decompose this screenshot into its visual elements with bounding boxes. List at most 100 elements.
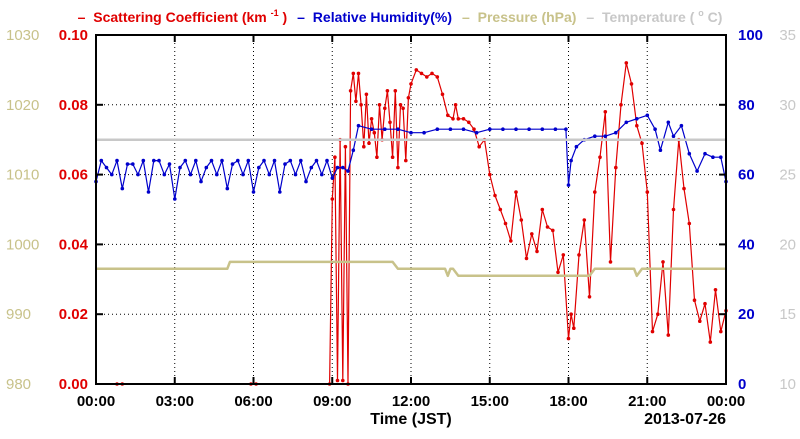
data-point-scattering-coefficient [401, 106, 405, 111]
data-point-relative-humidity [369, 127, 374, 131]
data-point-relative-humidity [325, 158, 329, 163]
data-point-scattering-coefficient [348, 89, 353, 93]
data-point-scattering-coefficient [645, 190, 650, 194]
data-point-scattering-coefficient [687, 221, 692, 226]
legend-label-pressure: Pressure (hPa) [478, 9, 577, 25]
data-point-scattering-coefficient [572, 326, 576, 331]
data-point-relative-humidity [215, 172, 219, 177]
data-point-relative-humidity [501, 127, 505, 131]
data-point-scattering-coefficient [509, 239, 513, 243]
data-point-relative-humidity [162, 172, 167, 177]
data-point-relative-humidity [304, 179, 308, 184]
data-point-scattering-coefficient [629, 82, 634, 86]
data-point-scattering-coefficient [390, 155, 395, 159]
data-point-relative-humidity [236, 158, 240, 163]
pressure-axis-tick-label: 1030 [6, 27, 39, 44]
x-tick-label: 00:00 [77, 393, 115, 410]
x-tick-label: 03:00 [156, 393, 194, 410]
data-point-scattering-coefficient [719, 329, 723, 334]
temperature-axis-tick-label: 35 [779, 27, 796, 44]
data-point-relative-humidity [104, 165, 109, 170]
data-point-relative-humidity [553, 127, 558, 131]
data-point-scattering-coefficient [398, 103, 403, 107]
data-point-relative-humidity [309, 165, 314, 170]
data-point-relative-humidity [396, 127, 400, 131]
data-point-scattering-coefficient [354, 99, 358, 104]
data-point-scattering-coefficient [409, 82, 413, 86]
data-point-scattering-coefficient [341, 378, 345, 383]
data-point-scattering-coefficient [351, 71, 356, 76]
data-point-scattering-coefficient [650, 329, 655, 334]
temperature-axis-tick-label: 20 [779, 236, 796, 253]
legend-label-humidity: Relative Humidity(%) [313, 9, 452, 25]
data-point-scattering-coefficient [453, 103, 458, 107]
data-point-relative-humidity [330, 176, 335, 180]
legend-label-temperature: Temperature ( [602, 9, 695, 25]
data-point-scattering-coefficient [503, 221, 508, 226]
humidity-axis-tick-label: 20 [738, 306, 755, 323]
scattering-axis-tick-label: 0.04 [59, 236, 89, 253]
data-point-scattering-coefficient [461, 117, 466, 121]
data-point-relative-humidity [262, 158, 266, 163]
data-point-scattering-coefficient [359, 103, 363, 107]
data-point-relative-humidity [653, 127, 657, 131]
legend-tail-scattering: ) [283, 9, 288, 25]
data-point-relative-humidity [257, 165, 261, 170]
scattering-axis-tick-label: 0.02 [59, 306, 88, 323]
data-point-relative-humidity [448, 127, 453, 131]
data-point-relative-humidity [209, 158, 214, 163]
data-point-scattering-coefficient [369, 117, 374, 121]
data-point-scattering-coefficient [614, 165, 618, 170]
data-point-scattering-coefficient [467, 120, 471, 125]
data-point-relative-humidity [293, 172, 298, 177]
data-point-scattering-coefficient [569, 312, 573, 317]
x-tick-label: 18:00 [549, 393, 587, 410]
data-point-relative-humidity [409, 130, 413, 135]
data-point-relative-humidity [614, 130, 618, 135]
data-point-relative-humidity [225, 186, 230, 191]
data-point-scattering-coefficient [692, 298, 697, 303]
legend-sup-temperature: o [698, 8, 704, 18]
date-label: 2013-07-26 [644, 411, 726, 428]
series-line-relative-humidity [95, 114, 727, 200]
data-point-relative-humidity [527, 127, 531, 131]
data-point-relative-humidity [110, 172, 114, 177]
data-point-scattering-coefficient [406, 96, 411, 100]
data-point-scattering-coefficient [551, 228, 555, 233]
data-point-scattering-coefficient [498, 207, 503, 212]
data-point-scattering-coefficient [388, 120, 392, 125]
scattering-axis-tick-label: 0.08 [59, 97, 88, 114]
data-point-scattering-coefficient [587, 295, 592, 299]
data-point-relative-humidity [194, 158, 198, 163]
legend-label-scattering: Scattering Coefficient (km [93, 9, 266, 25]
x-axis-label: Time (JST) [370, 411, 452, 428]
data-point-relative-humidity [314, 158, 319, 163]
data-point-relative-humidity [540, 127, 545, 131]
data-point-relative-humidity [278, 190, 282, 194]
data-point-relative-humidity [658, 148, 663, 152]
data-point-relative-humidity [152, 158, 156, 163]
scattering-axis-tick-label: 0.00 [59, 376, 88, 393]
legend-marker-scattering: – [78, 9, 86, 25]
x-tick-label: 00:00 [707, 393, 745, 410]
data-point-relative-humidity [204, 165, 209, 170]
data-point-relative-humidity [183, 158, 188, 163]
data-point-scattering-coefficient [582, 218, 587, 222]
data-point-scattering-coefficient [556, 270, 560, 275]
temperature-axis-tick-label: 30 [779, 97, 796, 114]
data-point-relative-humidity [320, 172, 324, 177]
data-point-relative-humidity [283, 162, 287, 166]
data-point-scattering-coefficient [419, 71, 424, 76]
data-point-scattering-coefficient [404, 158, 408, 163]
data-point-relative-humidity [461, 127, 466, 131]
data-point-scattering-coefficient [671, 207, 676, 212]
data-point-scattering-coefficient [540, 207, 545, 212]
data-point-relative-humidity [703, 151, 707, 156]
data-point-scattering-coefficient [362, 144, 366, 149]
data-point-relative-humidity [671, 134, 676, 138]
data-point-scattering-coefficient [435, 75, 440, 79]
data-point-scattering-coefficient [335, 378, 340, 383]
data-point-scattering-coefficient [456, 117, 461, 121]
pressure-axis-tick-label: 1010 [6, 167, 39, 184]
